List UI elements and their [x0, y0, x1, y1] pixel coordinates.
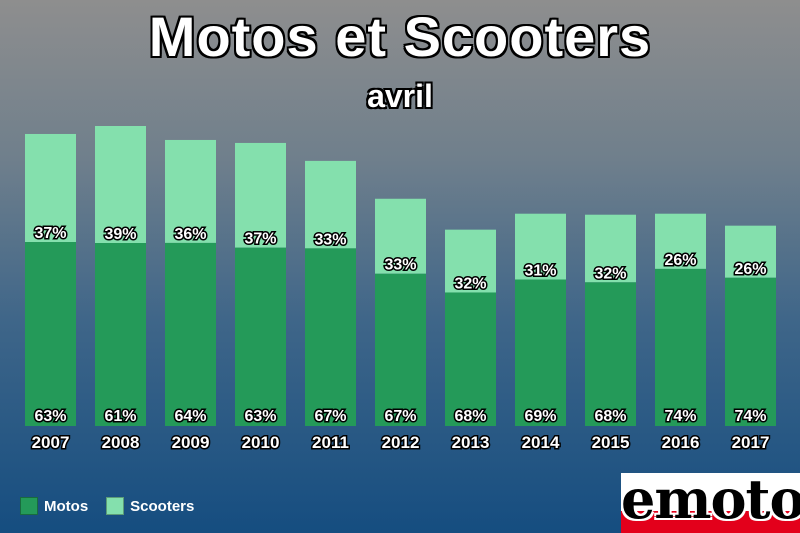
label-motos-2017: 74% — [734, 408, 766, 425]
bar-motos-2013 — [445, 292, 496, 426]
bar-scooters-2014 — [515, 213, 566, 280]
label-scooters-2010: 37% — [244, 231, 276, 248]
legend-label-scooters: Scooters — [130, 497, 195, 515]
label-scooters-2014: 31% — [524, 263, 556, 280]
bar-scooters-2012 — [375, 198, 426, 274]
x-tick-2011: 2011 — [312, 433, 349, 452]
label-scooters-2007: 37% — [34, 225, 66, 242]
legend-swatch-motos — [20, 497, 38, 515]
bar-scooters-2008 — [95, 126, 146, 243]
bar-motos-2011 — [305, 248, 356, 426]
label-motos-2016: 74% — [664, 408, 696, 425]
bar-motos-2015 — [585, 282, 636, 426]
label-motos-2012: 67% — [384, 408, 416, 425]
bar-motos-2012 — [375, 273, 426, 426]
x-tick-2012: 2012 — [382, 433, 420, 452]
bar-motos-2017 — [725, 277, 776, 426]
legend-label-motos: Motos — [44, 497, 89, 515]
x-tick-2007: 2007 — [32, 433, 70, 452]
bar-scooters-2011 — [305, 160, 356, 249]
bar-scooters-2010 — [235, 142, 286, 248]
label-motos-2014: 69% — [524, 408, 556, 425]
x-tick-2015: 2015 — [592, 433, 630, 452]
x-tick-2017: 2017 — [732, 433, 770, 452]
bar-motos-2007 — [25, 242, 76, 426]
label-scooters-2015: 32% — [594, 265, 626, 282]
legend-item-scooters: Scooters — [106, 497, 194, 515]
legend-swatch-scooters — [106, 497, 125, 515]
x-tick-2008: 2008 — [102, 433, 140, 452]
label-motos-2010: 63% — [244, 408, 276, 425]
x-tick-2010: 2010 — [242, 433, 280, 452]
chart-subtitle: avril — [367, 78, 433, 114]
label-scooters-2011: 33% — [314, 231, 346, 248]
label-scooters-2013: 32% — [454, 275, 486, 292]
bar-motos-2016 — [655, 268, 706, 426]
x-tick-2014: 2014 — [522, 433, 560, 452]
label-motos-2011: 67% — [314, 408, 346, 425]
bar-motos-2010 — [235, 247, 286, 426]
x-tick-2013: 2013 — [452, 433, 490, 452]
bar-motos-2008 — [95, 243, 146, 426]
label-motos-2007: 63% — [34, 408, 66, 425]
chart-title: Motos et Scooters — [148, 5, 652, 68]
bar-motos-2009 — [165, 242, 216, 426]
legend-item-motos: Motos — [20, 497, 88, 515]
label-scooters-2009: 36% — [174, 226, 206, 243]
label-motos-2015: 68% — [594, 408, 626, 425]
label-scooters-2008: 39% — [104, 226, 136, 243]
label-motos-2008: 61% — [104, 408, 136, 425]
legend: Motos Scooters — [20, 497, 212, 515]
logo-text: emoto — [621, 473, 800, 531]
logo-red-band — [621, 511, 800, 533]
label-scooters-2012: 33% — [384, 257, 416, 274]
emoto-logo[interactable]: emoto — [621, 473, 800, 533]
label-scooters-2017: 26% — [734, 261, 766, 278]
bar-motos-2014 — [515, 279, 566, 426]
bar-scooters-2017 — [725, 225, 776, 278]
bar-scooters-2016 — [655, 213, 706, 269]
label-motos-2013: 68% — [454, 408, 486, 425]
bar-scooters-2007 — [25, 133, 76, 243]
bar-scooters-2015 — [585, 214, 636, 283]
label-scooters-2016: 26% — [664, 252, 696, 269]
bar-scooters-2009 — [165, 139, 216, 243]
x-tick-2016: 2016 — [662, 433, 700, 452]
label-motos-2009: 64% — [174, 408, 206, 425]
bar-scooters-2013 — [445, 229, 496, 293]
x-tick-2009: 2009 — [172, 433, 210, 452]
